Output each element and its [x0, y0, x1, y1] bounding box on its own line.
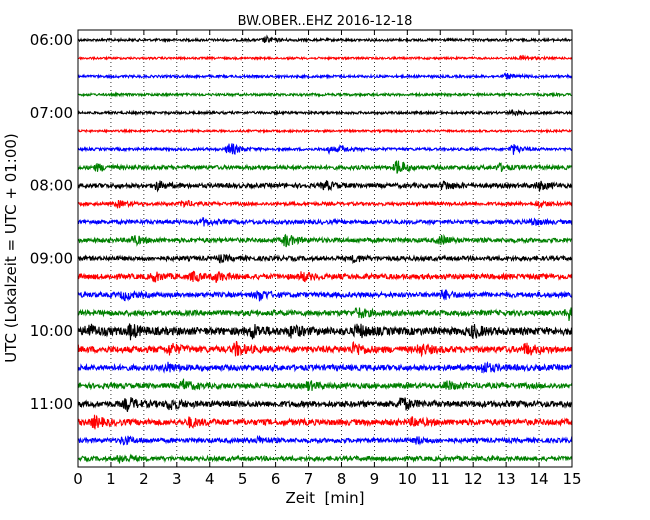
y-tick-label: 10:00: [30, 322, 73, 340]
seismic-trace: [77, 91, 573, 98]
seismic-trace: [77, 160, 573, 174]
x-tick-label: 6: [271, 470, 281, 488]
chart-title: BW.OBER..EHZ 2016-12-18: [238, 14, 413, 29]
x-tick-label: 8: [337, 470, 347, 488]
y-axis: 06:00 07:00 08:00 09:00 10:00 11:00: [30, 31, 572, 413]
seismic-trace: [77, 253, 573, 265]
grid-lines: [110, 30, 540, 467]
seismic-trace: [77, 378, 573, 392]
seismic-trace: [77, 199, 573, 210]
seismic-trace: [77, 434, 573, 446]
seismic-trace: [77, 109, 573, 117]
x-tick-label: 3: [172, 470, 182, 488]
x-tick-label: 10: [398, 470, 417, 488]
x-tick-label: 9: [370, 470, 380, 488]
y-tick-label: 08:00: [30, 177, 73, 195]
seismic-trace: [77, 233, 573, 248]
y-tick-label: 07:00: [30, 104, 73, 122]
seismic-trace: [77, 72, 573, 80]
plot-frame: [77, 29, 573, 468]
x-tick-label: 7: [304, 470, 314, 488]
seismic-trace: [77, 288, 573, 302]
seismic-trace: [77, 216, 573, 227]
x-tick-label: 12: [464, 470, 483, 488]
x-tick-label: 0: [73, 470, 83, 488]
x-tick-label: 1: [106, 470, 116, 488]
x-tick-label: 4: [205, 470, 215, 488]
x-tick-label: 11: [431, 470, 450, 488]
seismic-trace: [77, 54, 573, 62]
seismic-trace: [77, 453, 573, 464]
y-tick-label: 09:00: [30, 249, 73, 267]
seismic-trace: [77, 180, 573, 193]
seismic-trace: [77, 361, 573, 374]
y-tick-label: 11:00: [30, 395, 73, 413]
x-tick-label: 5: [238, 470, 248, 488]
seismic-trace: [77, 34, 573, 44]
x-tick-label: 2: [139, 470, 149, 488]
x-tick-label: 15: [562, 470, 581, 488]
x-tick-label: 14: [530, 470, 549, 488]
seismic-trace: [77, 397, 573, 412]
y-axis-label: UTC (Lokalzeit = UTC + 01:00): [2, 133, 20, 363]
seismic-trace: [78, 307, 573, 321]
y-tick-label: 06:00: [30, 31, 73, 49]
trace-group: [77, 34, 573, 464]
seismic-trace: [77, 323, 573, 341]
x-tick-label: 13: [497, 470, 516, 488]
seismic-trace: [77, 143, 573, 155]
seismic-trace: [77, 127, 573, 135]
seismic-trace: [77, 270, 573, 283]
x-axis: 0 1 2 3 4 5 6 7 8 9 10 11 12 13 14 15: [73, 30, 582, 488]
x-axis-label: Zeit [min]: [285, 489, 364, 507]
seismic-trace: [77, 340, 573, 358]
seismic-trace: [77, 414, 573, 430]
